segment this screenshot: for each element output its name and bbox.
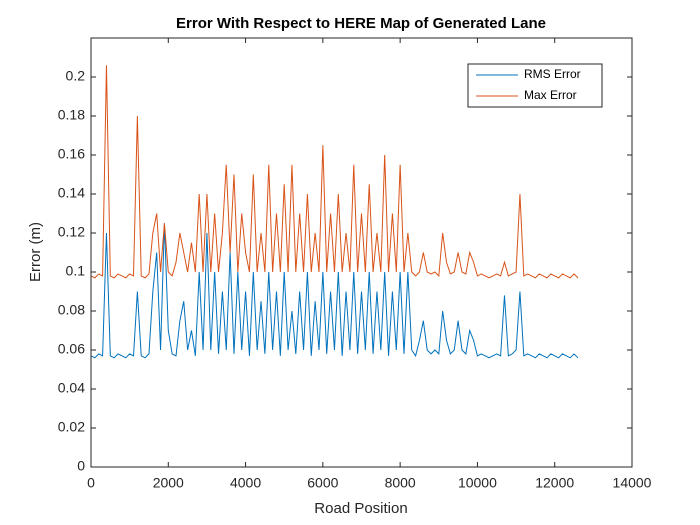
y-tick-label: 0.16 — [58, 146, 85, 162]
y-axis-label: Error (m) — [27, 222, 44, 282]
x-tick-label: 10000 — [458, 475, 497, 491]
chart-title: Error With Respect to HERE Map of Genera… — [176, 15, 546, 32]
legend-label: Max Error — [524, 88, 577, 102]
x-axis-label: Road Position — [314, 500, 407, 517]
y-tick-label: 0.1 — [66, 263, 86, 279]
y-tick-label: 0.12 — [58, 224, 85, 240]
y-tick-label: 0.02 — [58, 419, 85, 435]
x-tick-label: 8000 — [385, 475, 416, 491]
x-tick-label: 14000 — [613, 475, 652, 491]
y-tick-label: 0 — [77, 458, 85, 474]
axes-box — [90, 37, 633, 468]
y-tick-label: 0.04 — [58, 380, 85, 396]
y-tick-label: 0.06 — [58, 341, 85, 357]
x-tick-label: 12000 — [535, 475, 574, 491]
y-tick-label: 0.18 — [58, 107, 85, 123]
legend-label: RMS Error — [524, 67, 581, 81]
x-tick-label: 2000 — [153, 475, 184, 491]
legend-box — [467, 63, 603, 108]
line — [90, 223, 579, 359]
y-tick-label: 0.2 — [66, 68, 86, 84]
y-tick-label: 0.08 — [58, 302, 85, 318]
line — [90, 65, 579, 279]
x-tick-label: 0 — [87, 475, 95, 491]
x-tick-label: 4000 — [230, 475, 261, 491]
x-tick-label: 6000 — [307, 475, 338, 491]
y-tick-label: 0.14 — [58, 185, 85, 201]
